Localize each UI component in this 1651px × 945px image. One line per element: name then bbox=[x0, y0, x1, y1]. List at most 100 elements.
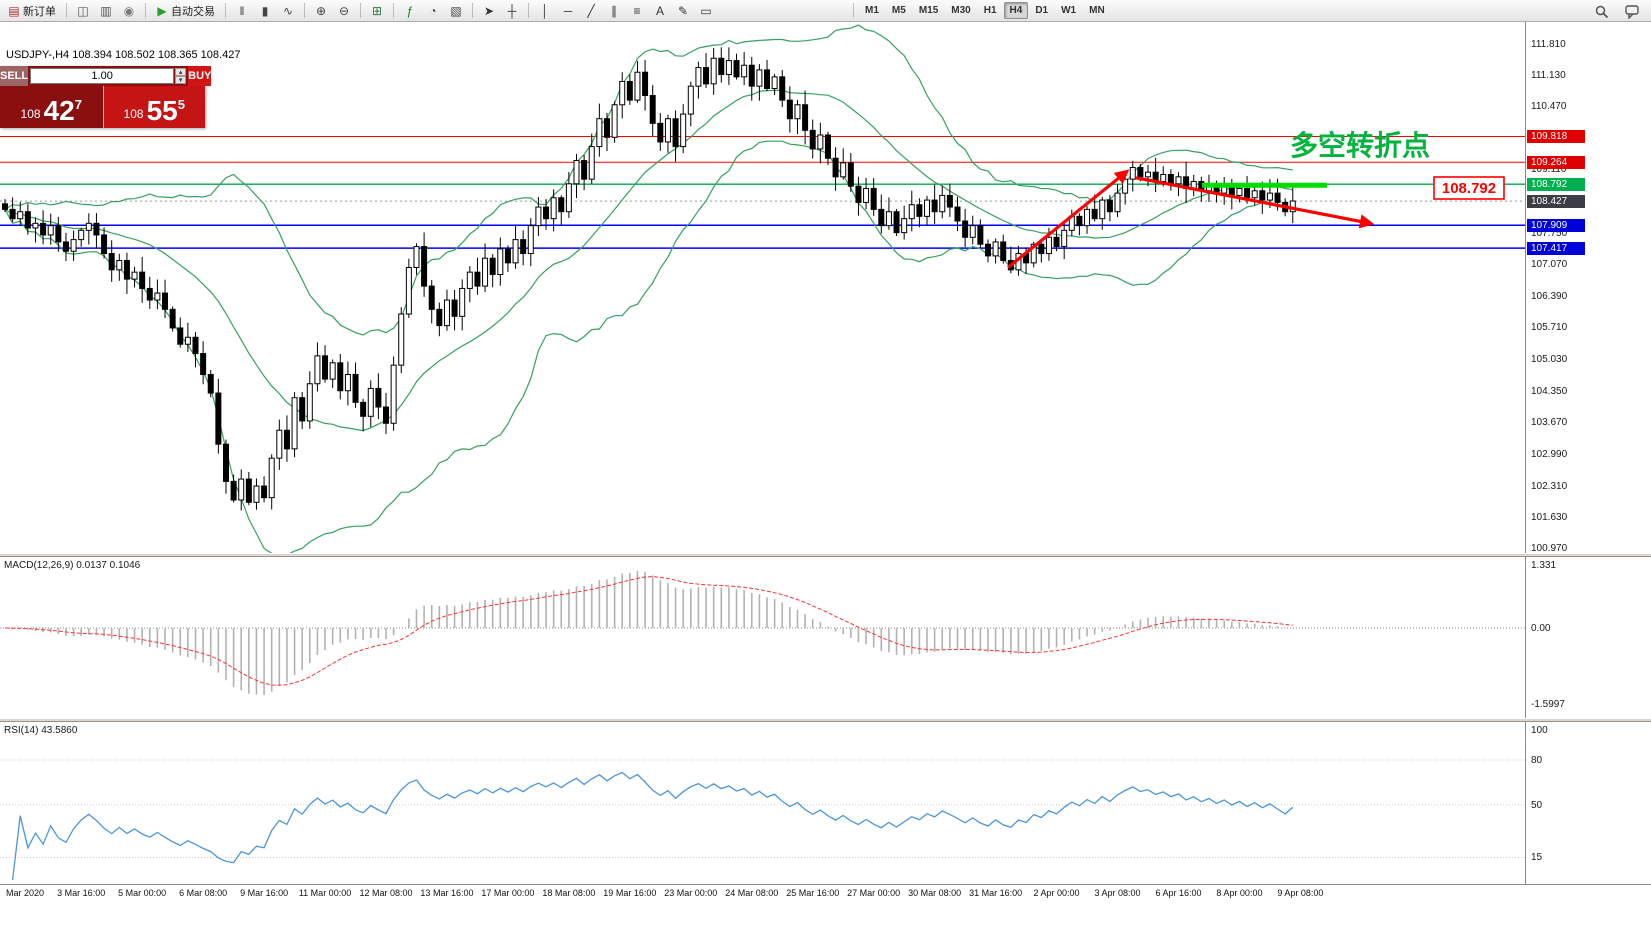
horizontal-line-button[interactable]: ─ bbox=[557, 1, 579, 20]
time-axis-label: 2 Apr 00:00 bbox=[1033, 888, 1080, 898]
price-tick: 107.750 bbox=[1531, 227, 1568, 239]
time-axis-label: 31 Mar 16:00 bbox=[969, 888, 1023, 898]
fibonacci-icon: ≡ bbox=[633, 3, 641, 18]
volume-spinner: ▴ ▾ bbox=[175, 68, 187, 84]
bar-chart-button[interactable]: ǁ bbox=[231, 1, 253, 20]
autotrading-button[interactable]: ▶ 自动交易 bbox=[151, 1, 220, 20]
indicators-button[interactable]: ƒ bbox=[399, 1, 421, 20]
price-tick: 107.070 bbox=[1531, 259, 1568, 271]
price-tick: 109.110 bbox=[1531, 164, 1567, 176]
volume-input[interactable] bbox=[30, 68, 175, 84]
cursor-button[interactable]: ➤ bbox=[478, 1, 500, 20]
main-chart-panel[interactable]: 多空转折点 108.792 USDJPY-,H4 108.394 108.502 … bbox=[0, 22, 1651, 553]
text-icon: A bbox=[655, 3, 664, 18]
timeframe-m15-button[interactable]: M15 bbox=[918, 5, 939, 16]
time-axis-label: 9 Apr 08:00 bbox=[1277, 888, 1324, 898]
line-chart-icon: ∿ bbox=[282, 3, 294, 18]
time-axis-label: 12 Mar 08:00 bbox=[359, 888, 413, 898]
tile-windows-icon: ⊞ bbox=[371, 3, 383, 18]
rsi-canvas[interactable] bbox=[0, 722, 1651, 884]
shapes-button[interactable]: ▭ bbox=[695, 1, 717, 20]
toolbar-right-group bbox=[1590, 2, 1645, 21]
community-chat-button[interactable] bbox=[1620, 2, 1645, 21]
line-chart-button[interactable]: ∿ bbox=[277, 1, 299, 20]
rsi-axis-tick: 15 bbox=[1531, 852, 1543, 864]
macd-canvas[interactable] bbox=[0, 557, 1651, 718]
timeframe-m1-button[interactable]: M1 bbox=[865, 5, 879, 16]
timeframe-mn-button[interactable]: MN bbox=[1089, 5, 1105, 16]
profiles-button[interactable]: ▥ bbox=[95, 1, 117, 20]
signals-button[interactable]: ◉ bbox=[118, 1, 140, 20]
main-chart-canvas[interactable]: 多空转折点 108.792 bbox=[0, 22, 1651, 553]
tile-windows-button[interactable]: ⊞ bbox=[366, 1, 388, 20]
arrow-label-button[interactable]: ✎ bbox=[672, 1, 694, 20]
time-axis-label: 24 Mar 08:00 bbox=[725, 888, 779, 898]
cursor-icon: ➤ bbox=[483, 3, 495, 18]
price-tick: 102.990 bbox=[1531, 448, 1568, 460]
price-tag: 109.818 bbox=[1527, 129, 1585, 143]
new-order-button-label: 新订单 bbox=[23, 5, 56, 18]
toolbar-separator bbox=[472, 3, 473, 18]
text-button[interactable]: A bbox=[649, 1, 671, 20]
timeframe-m5-button[interactable]: M5 bbox=[891, 5, 906, 16]
buy-price-prefix: 108 bbox=[123, 107, 144, 121]
svg-text:108.792: 108.792 bbox=[1442, 180, 1496, 197]
time-axis-label: 13 Mar 16:00 bbox=[420, 888, 474, 898]
search-symbol-button[interactable] bbox=[1590, 2, 1614, 21]
crosshair-button[interactable]: ┼ bbox=[501, 1, 523, 20]
rsi-panel[interactable]: RSI(14) 43.5860 bbox=[0, 722, 1651, 884]
sell-button[interactable]: SELL bbox=[0, 66, 29, 86]
timeframe-h1-button[interactable]: H1 bbox=[983, 5, 997, 16]
zoom-in-icon: ⊕ bbox=[315, 3, 327, 18]
time-axis[interactable]: Mar 2020 3 Mar 16:00 5 Mar 00:00 6 Mar 08:0… bbox=[0, 884, 1651, 902]
timeframe-m30-button[interactable]: M30 bbox=[951, 5, 971, 16]
indicators-icon: ƒ bbox=[406, 3, 414, 18]
sell-price-prefix: 108 bbox=[20, 107, 41, 121]
price-tick: 101.630 bbox=[1531, 512, 1568, 524]
macd-axis-tick: 0.00 bbox=[1531, 623, 1551, 635]
price-tick: 105.710 bbox=[1531, 322, 1568, 334]
autotrading-button-label: 自动交易 bbox=[171, 5, 215, 18]
time-axis-label: 11 Mar 00:00 bbox=[298, 888, 352, 898]
toolbar-separator bbox=[360, 3, 361, 18]
zoom-out-button[interactable]: ⊖ bbox=[333, 1, 355, 20]
price-tick: 106.390 bbox=[1531, 290, 1568, 302]
time-axis-label: 8 Apr 00:00 bbox=[1216, 888, 1263, 898]
candlestick-chart-button[interactable]: ▮ bbox=[254, 1, 276, 20]
vertical-line-button[interactable]: │ bbox=[534, 1, 556, 20]
macd-panel[interactable]: MACD(12,26,9) 0.0137 0.1046 bbox=[0, 557, 1651, 718]
buy-button[interactable]: BUY bbox=[188, 66, 212, 86]
open-chart-button[interactable]: ◫ bbox=[72, 1, 94, 20]
price-tick: 102.310 bbox=[1531, 480, 1568, 492]
timeframe-w1-button[interactable]: W1 bbox=[1061, 5, 1077, 16]
timeframe-h4-button[interactable]: H4 bbox=[1003, 2, 1029, 19]
buy-price-button[interactable]: 108 55 5 bbox=[102, 86, 205, 128]
rsi-axis-tick: 50 bbox=[1531, 799, 1543, 811]
rsi-axis-tick: 100 bbox=[1531, 724, 1548, 736]
zoom-in-button[interactable]: ⊕ bbox=[310, 1, 332, 20]
time-axis-label: 23 Mar 00:00 bbox=[664, 888, 718, 898]
trendline-button[interactable]: ╱ bbox=[580, 1, 602, 20]
volume-up-button[interactable]: ▴ bbox=[175, 68, 187, 76]
volume-field: ▴ ▾ bbox=[28, 66, 189, 86]
fibonacci-button[interactable]: ≡ bbox=[626, 1, 648, 20]
crosshair-icon: ┼ bbox=[507, 3, 517, 18]
volume-down-button[interactable]: ▾ bbox=[175, 76, 187, 84]
rsi-label: RSI(14) 43.5860 bbox=[4, 725, 78, 736]
sell-price-sup: 7 bbox=[74, 97, 82, 112]
panel-divider[interactable] bbox=[0, 553, 1651, 557]
periodicity-button[interactable]: ◔ bbox=[422, 1, 444, 20]
templates-button[interactable]: ▧ bbox=[445, 1, 467, 20]
rsi-axis-tick: 80 bbox=[1531, 754, 1543, 766]
price-tick: 103.670 bbox=[1531, 417, 1568, 429]
channel-button[interactable]: ∥ bbox=[603, 1, 625, 20]
autotrading-icon: ▶ bbox=[157, 3, 167, 18]
toolbar-button-groups: ▤ 新订单 ◫ ▥ ◉ ▶ 自动交易 ǁ ▮ ∿ ⊕ ⊖ ⊞ ƒ ◔ ▧ ➤ ┼ │ ─ ╱ ∥ ≡ A ✎ ▭ M1 M5 M15 M3… bbox=[3, 1, 1111, 20]
new-order-button[interactable]: ▤ 新订单 bbox=[3, 1, 61, 20]
buy-price-sup: 5 bbox=[177, 97, 185, 112]
sell-price-button[interactable]: 108 42 7 bbox=[0, 86, 103, 128]
price-tag: 109.264 bbox=[1527, 155, 1585, 169]
panel-divider[interactable] bbox=[0, 718, 1651, 722]
price-tick: 111.130 bbox=[1531, 70, 1566, 82]
timeframe-d1-button[interactable]: D1 bbox=[1035, 5, 1049, 16]
